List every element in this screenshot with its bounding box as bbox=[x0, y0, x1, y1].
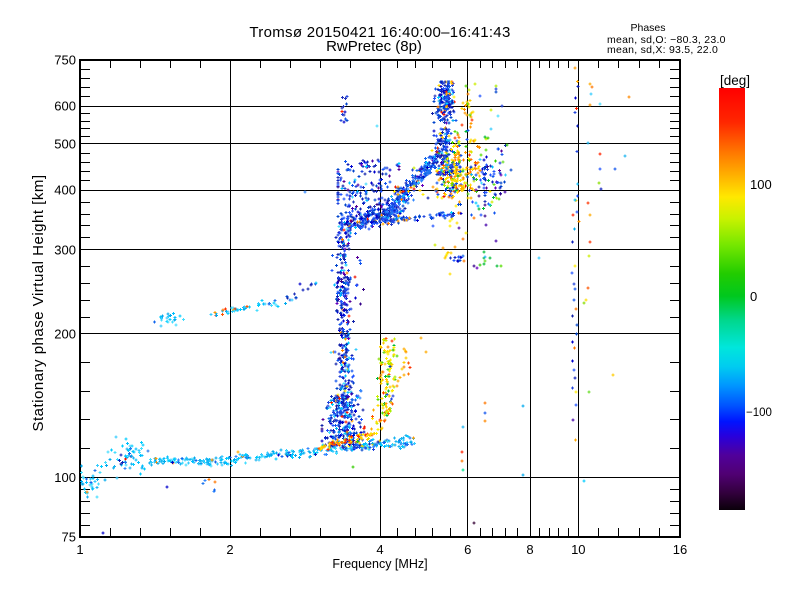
svg-text:0: 0 bbox=[750, 289, 757, 304]
svg-text:mean, sd,O: −80.3, 23.0: mean, sd,O: −80.3, 23.0 bbox=[607, 34, 726, 46]
svg-text:6: 6 bbox=[464, 542, 471, 557]
svg-text:RwPretec (8p): RwPretec (8p) bbox=[326, 38, 422, 55]
svg-text:2: 2 bbox=[226, 542, 233, 557]
svg-text:Phases: Phases bbox=[630, 22, 665, 34]
svg-text:750: 750 bbox=[54, 53, 76, 68]
svg-text:75: 75 bbox=[62, 530, 76, 545]
svg-text:200: 200 bbox=[54, 326, 76, 341]
svg-text:10: 10 bbox=[571, 542, 585, 557]
svg-text:400: 400 bbox=[54, 183, 76, 198]
svg-text:100: 100 bbox=[54, 470, 76, 485]
svg-text:Stationary phase Virtual Heigh: Stationary phase Virtual Height [km] bbox=[30, 174, 47, 431]
svg-text:mean, sd,X: 93.5, 22.0: mean, sd,X: 93.5, 22.0 bbox=[607, 44, 718, 56]
svg-text:1: 1 bbox=[76, 542, 83, 557]
svg-text:8: 8 bbox=[526, 542, 533, 557]
svg-text:−100: −100 bbox=[746, 407, 772, 419]
svg-text:4: 4 bbox=[376, 542, 383, 557]
svg-text:16: 16 bbox=[673, 542, 687, 557]
svg-text:100: 100 bbox=[750, 177, 772, 192]
svg-text:600: 600 bbox=[54, 99, 76, 114]
svg-text:500: 500 bbox=[54, 137, 76, 152]
svg-text:Tromsø 20150421 16:40:00–16:41: Tromsø 20150421 16:40:00–16:41:43 bbox=[249, 24, 510, 41]
svg-text:Frequency [MHz]: Frequency [MHz] bbox=[332, 557, 427, 571]
svg-text:[deg]: [deg] bbox=[720, 73, 750, 88]
svg-text:300: 300 bbox=[54, 242, 76, 257]
